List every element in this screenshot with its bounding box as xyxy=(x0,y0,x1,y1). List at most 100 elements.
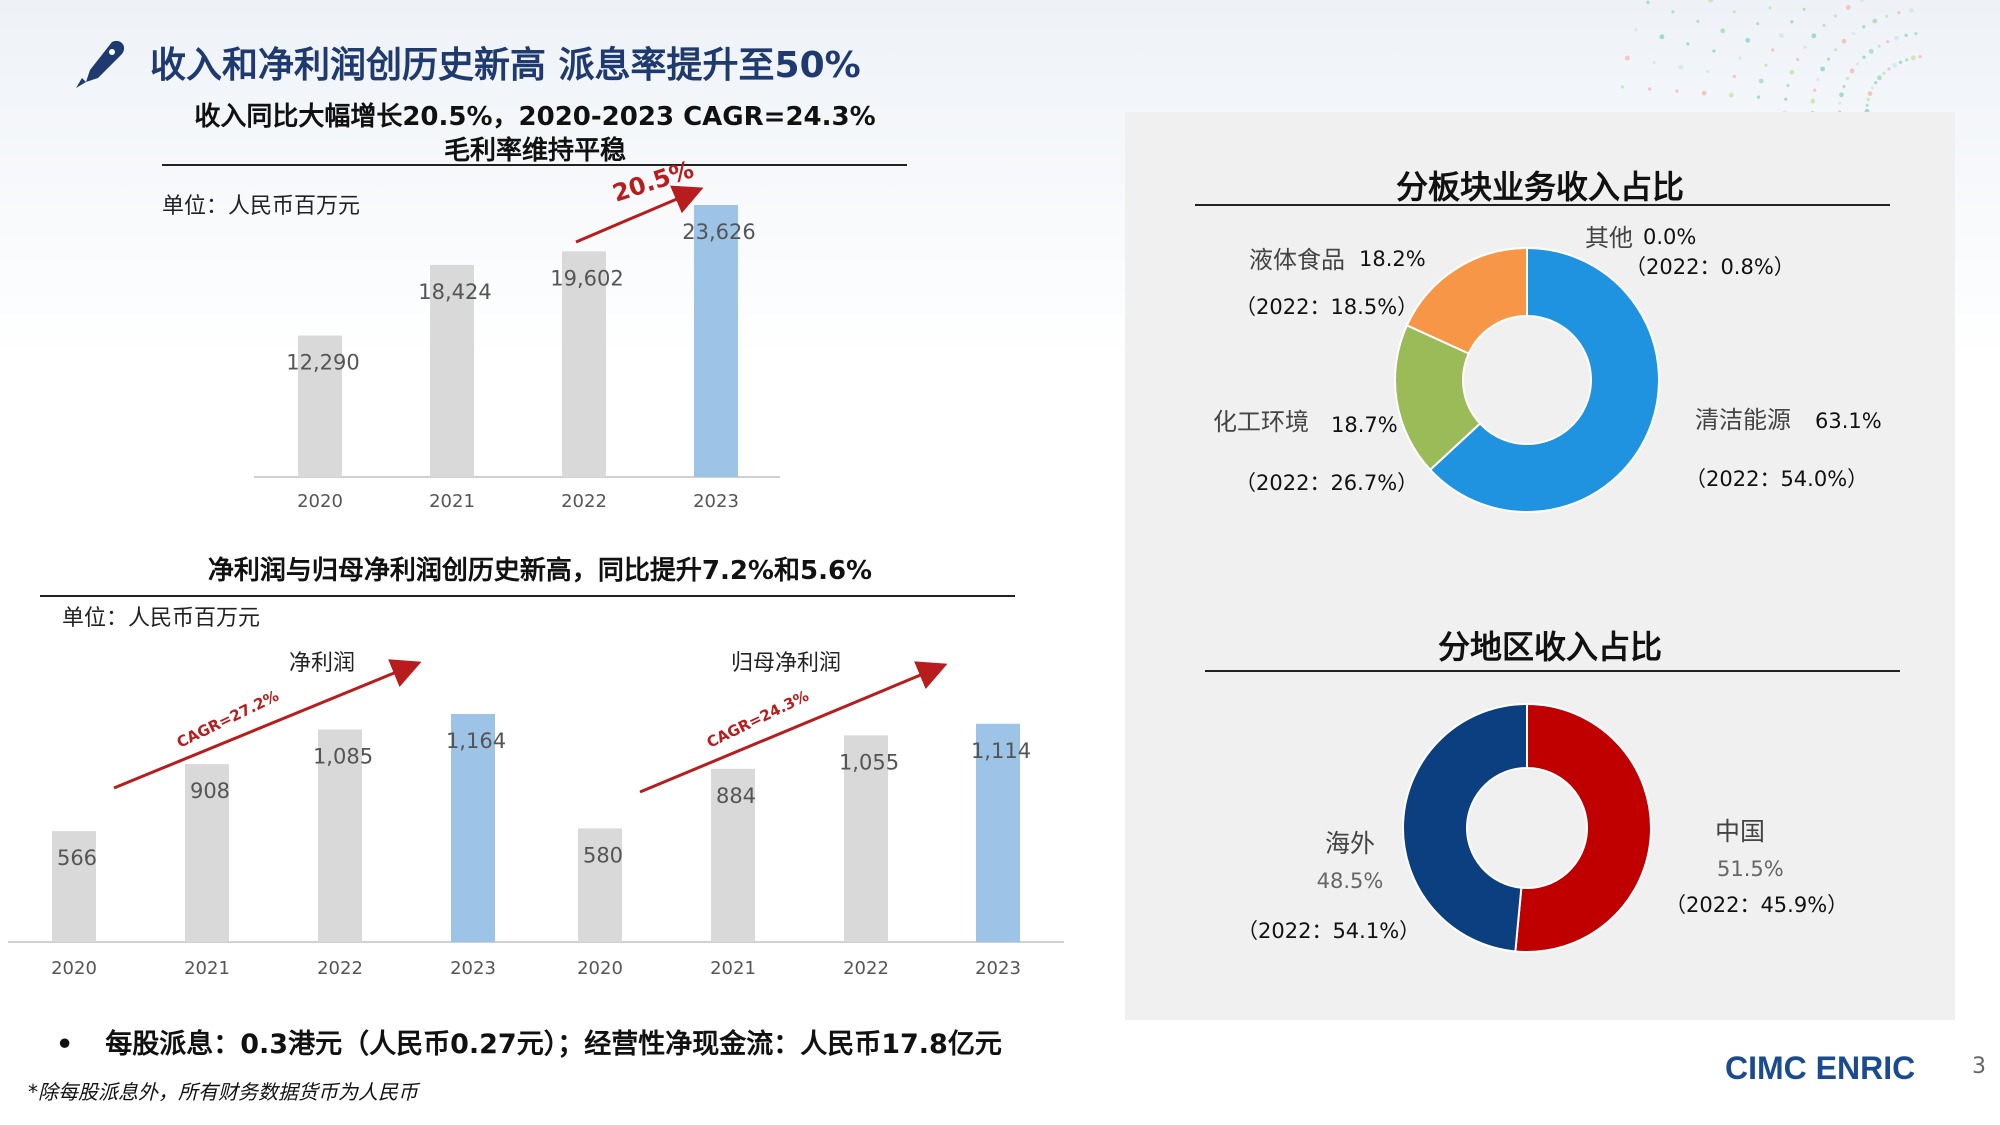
globe-dot xyxy=(1914,31,1918,36)
globe-dot xyxy=(1624,55,1630,61)
segment-prior-label-2: （2022：18.5%） xyxy=(1235,295,1418,319)
globe-dot xyxy=(1892,63,1897,68)
segment-prior-label-0: （2022：54.0%） xyxy=(1685,467,1868,491)
globe-dot xyxy=(1839,92,1844,98)
globe-dot xyxy=(1701,90,1707,96)
revenue-value-label-2022: 19,602 xyxy=(550,266,623,290)
globe-dot xyxy=(1712,49,1716,53)
revenue-bar-2020 xyxy=(298,335,342,477)
page-number: 3 xyxy=(1972,1054,1986,1079)
globe-dot xyxy=(1867,91,1873,96)
globe-dot xyxy=(1686,42,1690,46)
revenue-growth-arrow xyxy=(575,185,704,244)
profit-subtitle: 净利润与归母净利润创历史新高，同比提升7.2%和5.6% xyxy=(207,556,873,586)
profit-bar-net-2022 xyxy=(318,729,362,942)
globe-dot xyxy=(1822,23,1826,27)
globe-dot xyxy=(1882,71,1886,75)
attributable-profit-cagr-arrow xyxy=(639,661,948,794)
bullet-mark: • xyxy=(56,1029,74,1060)
profit-bar-net-2023 xyxy=(451,714,495,942)
profit-value-label-net-2022: 1,085 xyxy=(313,744,373,768)
globe-dot xyxy=(1885,14,1889,18)
globe-dot xyxy=(1877,44,1881,48)
globe-dot xyxy=(1779,33,1784,38)
globe-dot xyxy=(1834,14,1838,18)
revenue-subtitle-rule xyxy=(162,164,907,166)
globe-dot xyxy=(1866,97,1870,101)
pen-icon xyxy=(76,40,125,88)
revenue-bar-2021 xyxy=(430,264,474,477)
revenue-year-tick-2023: 2023 xyxy=(693,491,739,512)
globe-dot xyxy=(1738,56,1742,60)
globe-dot xyxy=(1820,66,1825,72)
globe-dot xyxy=(1802,7,1806,11)
profit-value-label-net-2020: 566 xyxy=(57,846,97,870)
globe-dot xyxy=(1842,84,1846,89)
globe-dot xyxy=(1862,25,1866,29)
globe-dot xyxy=(1826,57,1831,61)
segment-prior-label-1: （2022：26.7%） xyxy=(1235,471,1418,495)
attributable-profit-group-label: 归母净利润 xyxy=(731,651,841,676)
globe-dot xyxy=(1868,48,1874,54)
globe-dot xyxy=(1620,85,1625,89)
revenue-value-label-2020: 12,290 xyxy=(286,351,359,375)
globe-dot xyxy=(1851,31,1855,36)
segment-name-label-2: 液体食品 xyxy=(1249,246,1345,274)
segment-name-label-3: 其他 xyxy=(1585,224,1633,252)
profit-year-tick-net-2020: 2020 xyxy=(51,958,97,979)
segment-prior-label-3: （2022：0.8%） xyxy=(1625,255,1795,279)
region-name-label-1: 海外 xyxy=(1325,829,1375,858)
globe-dot xyxy=(1897,11,1901,15)
profit-value-label-attributable-2022: 1,055 xyxy=(839,750,899,774)
segment-slice-0 xyxy=(1428,246,1660,513)
profit-year-tick-attributable-2021: 2021 xyxy=(710,958,756,979)
globe-dot xyxy=(1841,38,1847,44)
globe-dot xyxy=(1758,78,1764,84)
globe-dot xyxy=(1706,70,1710,74)
globe-dot xyxy=(1910,55,1916,61)
segment-value-label-0: 63.1% xyxy=(1815,409,1882,433)
profit-year-tick-attributable-2022: 2022 xyxy=(843,958,889,979)
revenue-year-tick-2022: 2022 xyxy=(561,491,607,512)
globe-dot xyxy=(1909,7,1914,13)
profit-value-label-attributable-2021: 884 xyxy=(716,784,756,808)
globe-dot xyxy=(1768,6,1772,10)
segment-slice-1 xyxy=(1394,323,1482,472)
pie-charts-svg: 清洁能源 63.1% （2022：54.0%） 化工环境 18.7% （2022：26.7… xyxy=(1213,224,1882,953)
globe-dot xyxy=(1872,18,1878,24)
profit-year-tick-net-2022: 2022 xyxy=(317,958,363,979)
profit-bar-attributable-2021 xyxy=(711,768,755,942)
globe-dot xyxy=(1870,86,1874,90)
globe-dot xyxy=(1745,38,1751,43)
profit-subtitle-rule xyxy=(40,595,1015,597)
segment-value-label-3: 0.0% xyxy=(1643,225,1696,249)
region-value-label-0: 51.5% xyxy=(1717,857,1784,881)
revenue-year-tick-2021: 2021 xyxy=(429,491,475,512)
globe-dot xyxy=(1728,92,1734,98)
globe-dot xyxy=(1862,55,1866,59)
cimc-enric-logo: CIMC ENRIC xyxy=(1725,1050,1916,1086)
dividend-bullet-text: 每股派息：0.3港元（人民币0.27元）；经营性净现金流：人民币17.8亿元 xyxy=(105,1029,1002,1060)
globe-dot xyxy=(1838,101,1842,105)
globe-dot xyxy=(1865,103,1869,107)
globe-dot xyxy=(1789,69,1795,75)
globe-dot xyxy=(1708,0,1714,3)
profit-year-tick-attributable-2023: 2023 xyxy=(975,958,1021,979)
globe-dot xyxy=(1877,75,1882,81)
region-prior-label-0: （2022：45.9%） xyxy=(1665,893,1848,917)
net-profit-cagr-arrow xyxy=(113,659,422,790)
revenue-bar-chart: 20.5% 12,290 2020 18,424 2021 19,602 2022 23,6… xyxy=(254,155,780,512)
revenue-subtitle-line2: 毛利率维持平稳 xyxy=(443,136,626,166)
globe-dot xyxy=(1764,63,1768,67)
globe-dot xyxy=(1860,0,1864,2)
profit-year-tick-attributable-2020: 2020 xyxy=(577,958,623,979)
globe-dot xyxy=(1732,10,1736,14)
profit-bar-net-2021 xyxy=(185,764,229,942)
globe-dot xyxy=(1803,45,1807,49)
globe-dot xyxy=(1898,60,1902,64)
segment-value-label-1: 18.7% xyxy=(1331,413,1398,437)
globe-dot xyxy=(1811,33,1817,39)
segment-slice-2 xyxy=(1405,246,1528,355)
globe-dot xyxy=(1756,95,1761,99)
globe-dot xyxy=(1646,0,1650,4)
